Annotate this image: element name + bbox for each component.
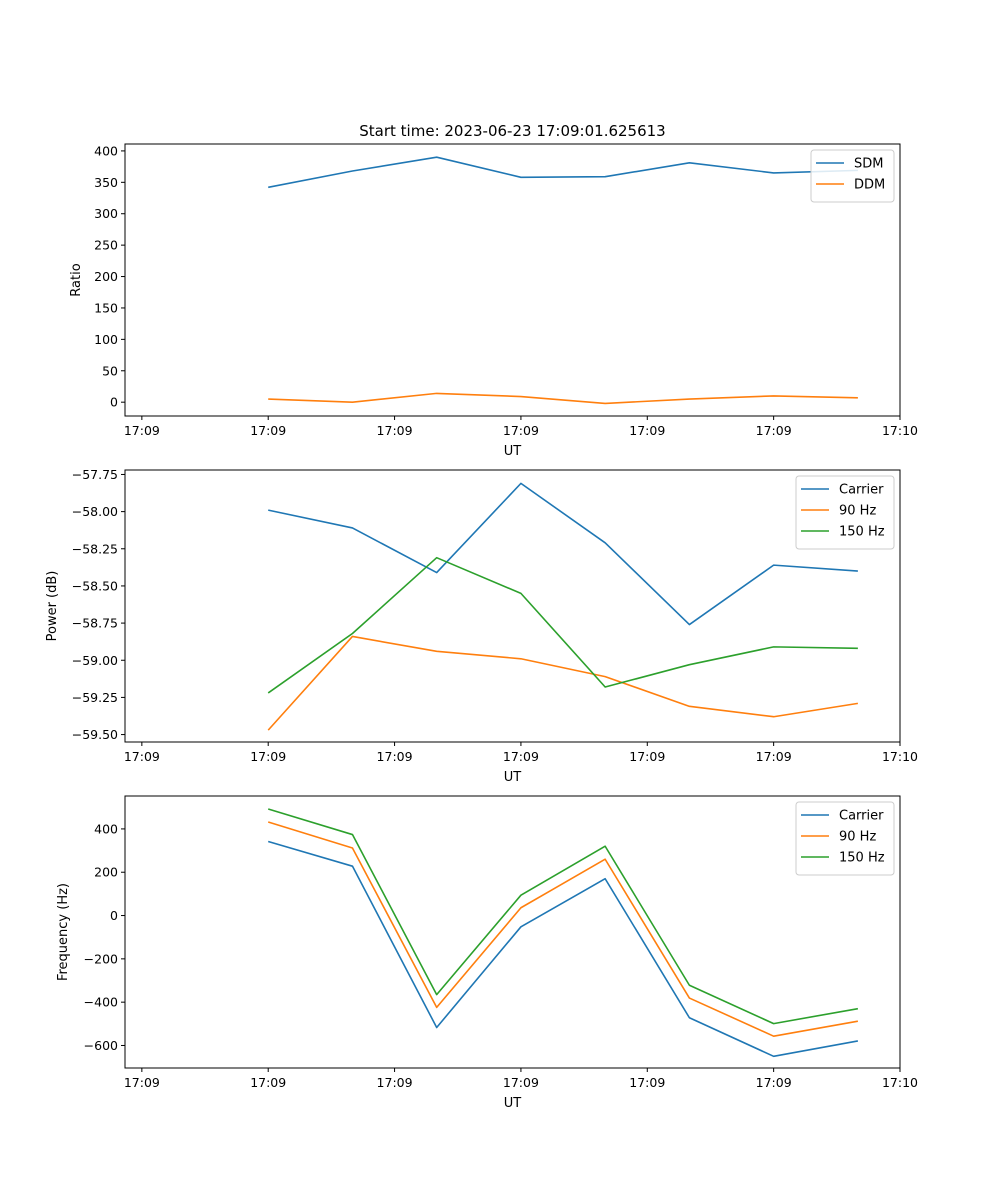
x-tick-label: 17:10	[882, 1075, 918, 1090]
x-tick-label: 17:09	[629, 749, 665, 764]
x-tick-label: 17:09	[250, 1075, 286, 1090]
y-tick-label: −57.75	[72, 467, 118, 482]
series-line-carrier	[267, 840, 859, 1058]
chart-panel-3: 17:09 17:09 17:09 17:09 17:09 17:09 17:10 400 20…	[56, 795, 918, 1111]
y-tick-label: 350	[94, 175, 118, 190]
y-tick-label: −600	[84, 1038, 118, 1053]
x-tick-label: 17:09	[756, 1075, 792, 1090]
series-line-carrier	[268, 482, 858, 626]
y-tick-label: −59.25	[72, 690, 118, 705]
x-tick-label: 17:09	[503, 749, 539, 764]
x-tick-label: 17:09	[629, 1075, 665, 1090]
y-axis-label: Ratio	[69, 263, 84, 296]
x-axis-label: UT	[504, 770, 522, 785]
x-tick-label: 17:10	[882, 749, 918, 764]
legend-label: Carrier	[839, 483, 884, 498]
y-tick-label: −400	[84, 995, 118, 1010]
x-axis-label: UT	[504, 444, 522, 459]
y-axis-label: Power (dB)	[45, 571, 60, 642]
legend-label: 90 Hz	[839, 830, 876, 845]
y-tick-label: −58.25	[72, 541, 118, 556]
x-tick-label: 17:09	[250, 423, 286, 438]
x-tick-label: 17:09	[124, 423, 160, 438]
legend: Carrier 90 Hz 150 Hz	[795, 801, 895, 876]
legend: Carrier 90 Hz 150 Hz	[795, 475, 895, 550]
y-axis-label: Frequency (Hz)	[56, 883, 71, 981]
y-tick-label: 0	[110, 908, 118, 923]
legend-label: SDM	[854, 157, 883, 172]
y-tick-label: 250	[94, 238, 118, 253]
y-tick-label: 50	[102, 363, 118, 378]
y-tick-label: 400	[94, 821, 118, 836]
axes-frame	[124, 143, 901, 417]
legend-label: DDM	[854, 178, 885, 193]
legend-label: 150 Hz	[839, 851, 885, 866]
series-line-sdm	[268, 156, 858, 189]
y-tick-label: −59.50	[72, 727, 118, 742]
series-line-ddm	[268, 392, 858, 405]
series-line-150-hz	[267, 556, 858, 694]
x-tick-label: 17:09	[124, 749, 160, 764]
x-tick-label: 17:09	[377, 749, 413, 764]
legend-label: 150 Hz	[839, 525, 885, 540]
legend: SDM DDM	[810, 149, 895, 203]
y-tick-label: −58.75	[72, 616, 118, 631]
chart-panel-1: 17:09 17:09 17:09 17:09 17:09 17:09 17:10 0 50 10…	[69, 143, 918, 459]
series-line-90-hz	[267, 635, 859, 731]
y-tick-label: −59.00	[72, 653, 118, 668]
figure-title: Start time: 2023-06-23 17:09:01.625613	[359, 122, 665, 140]
y-tick-label: −58.00	[72, 504, 118, 519]
y-tick-label: 150	[94, 300, 118, 315]
x-tick-label: 17:09	[629, 423, 665, 438]
y-tick-label: 300	[94, 206, 118, 221]
series-line-150-hz	[267, 808, 859, 1025]
axes-frame	[124, 795, 901, 1069]
x-tick-label: 17:09	[377, 423, 413, 438]
y-tick-label: −200	[84, 951, 118, 966]
x-axis-label: UT	[504, 1096, 522, 1111]
y-tick-label: −58.50	[72, 578, 118, 593]
y-tick-label: 200	[94, 269, 118, 284]
x-tick-label: 17:09	[503, 423, 539, 438]
x-tick-label: 17:09	[124, 1075, 160, 1090]
legend-label: 90 Hz	[839, 504, 876, 519]
x-tick-label: 17:09	[756, 749, 792, 764]
chart-panel-2: 17:09 17:09 17:09 17:09 17:09 17:09 17:10 −57.7…	[45, 467, 918, 785]
x-tick-label: 17:09	[503, 1075, 539, 1090]
y-tick-label: 200	[94, 865, 118, 880]
y-tick-label: 100	[94, 332, 118, 347]
y-tick-label: 400	[94, 143, 118, 158]
x-tick-label: 17:09	[377, 1075, 413, 1090]
y-tick-label: 0	[110, 395, 118, 410]
x-tick-label: 17:09	[250, 749, 286, 764]
x-tick-label: 17:09	[756, 423, 792, 438]
series-line-90-hz	[267, 821, 859, 1037]
axes-frame	[124, 469, 901, 743]
legend-label: Carrier	[839, 809, 884, 824]
x-tick-label: 17:10	[882, 423, 918, 438]
